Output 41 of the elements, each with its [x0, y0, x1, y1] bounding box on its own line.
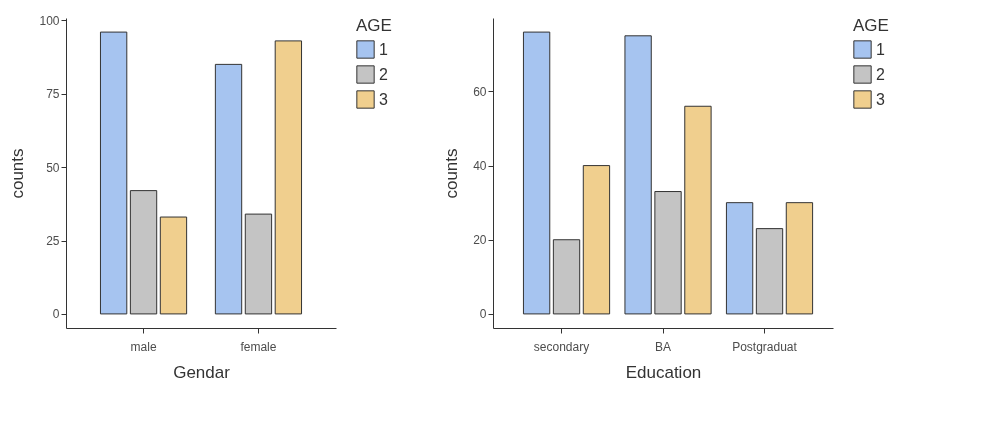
x-axis-title: Gendar: [173, 362, 231, 382]
x-tick-label: Postgraduat: [732, 339, 798, 354]
bar: [99, 31, 128, 315]
x-tick-label: male: [130, 339, 157, 354]
legend-label: 2: [876, 65, 885, 83]
y-tick-label: 40: [473, 159, 487, 174]
bar: [785, 202, 814, 315]
legend-title: AGE: [853, 16, 889, 35]
y-tick-label: 50: [46, 160, 60, 175]
y-axis-title: counts: [442, 148, 462, 199]
bar: [129, 190, 158, 315]
legend-label: 1: [876, 40, 885, 58]
legend-label: 3: [379, 90, 388, 108]
bar: [552, 239, 581, 315]
y-tick-label: 0: [479, 307, 487, 322]
legend-label: 3: [876, 90, 885, 108]
bar: [725, 202, 754, 315]
x-axis-title: Education: [625, 362, 702, 382]
legend-label: 1: [379, 40, 388, 58]
bar: [684, 105, 712, 315]
y-tick-label: 20: [473, 233, 487, 248]
legend-title: AGE: [356, 16, 392, 35]
bar: [159, 216, 188, 315]
x-tick-label: secondary: [533, 339, 590, 354]
bar: [214, 63, 243, 315]
x-tick-label: female: [240, 339, 277, 354]
bar: [582, 165, 611, 315]
y-tick-label: 75: [46, 87, 60, 102]
bar: [624, 35, 652, 315]
bar: [654, 191, 682, 315]
bar: [522, 31, 551, 315]
bar: [755, 228, 784, 315]
y-tick-label: 0: [52, 307, 60, 322]
y-axis-title: counts: [8, 148, 28, 199]
y-tick-label: 60: [473, 84, 487, 99]
bar: [274, 40, 303, 315]
legend-label: 2: [379, 65, 388, 83]
bar: [244, 213, 273, 315]
y-tick-label: 25: [46, 234, 60, 249]
x-tick-label: BA: [654, 339, 672, 354]
y-tick-label: 100: [39, 13, 60, 28]
